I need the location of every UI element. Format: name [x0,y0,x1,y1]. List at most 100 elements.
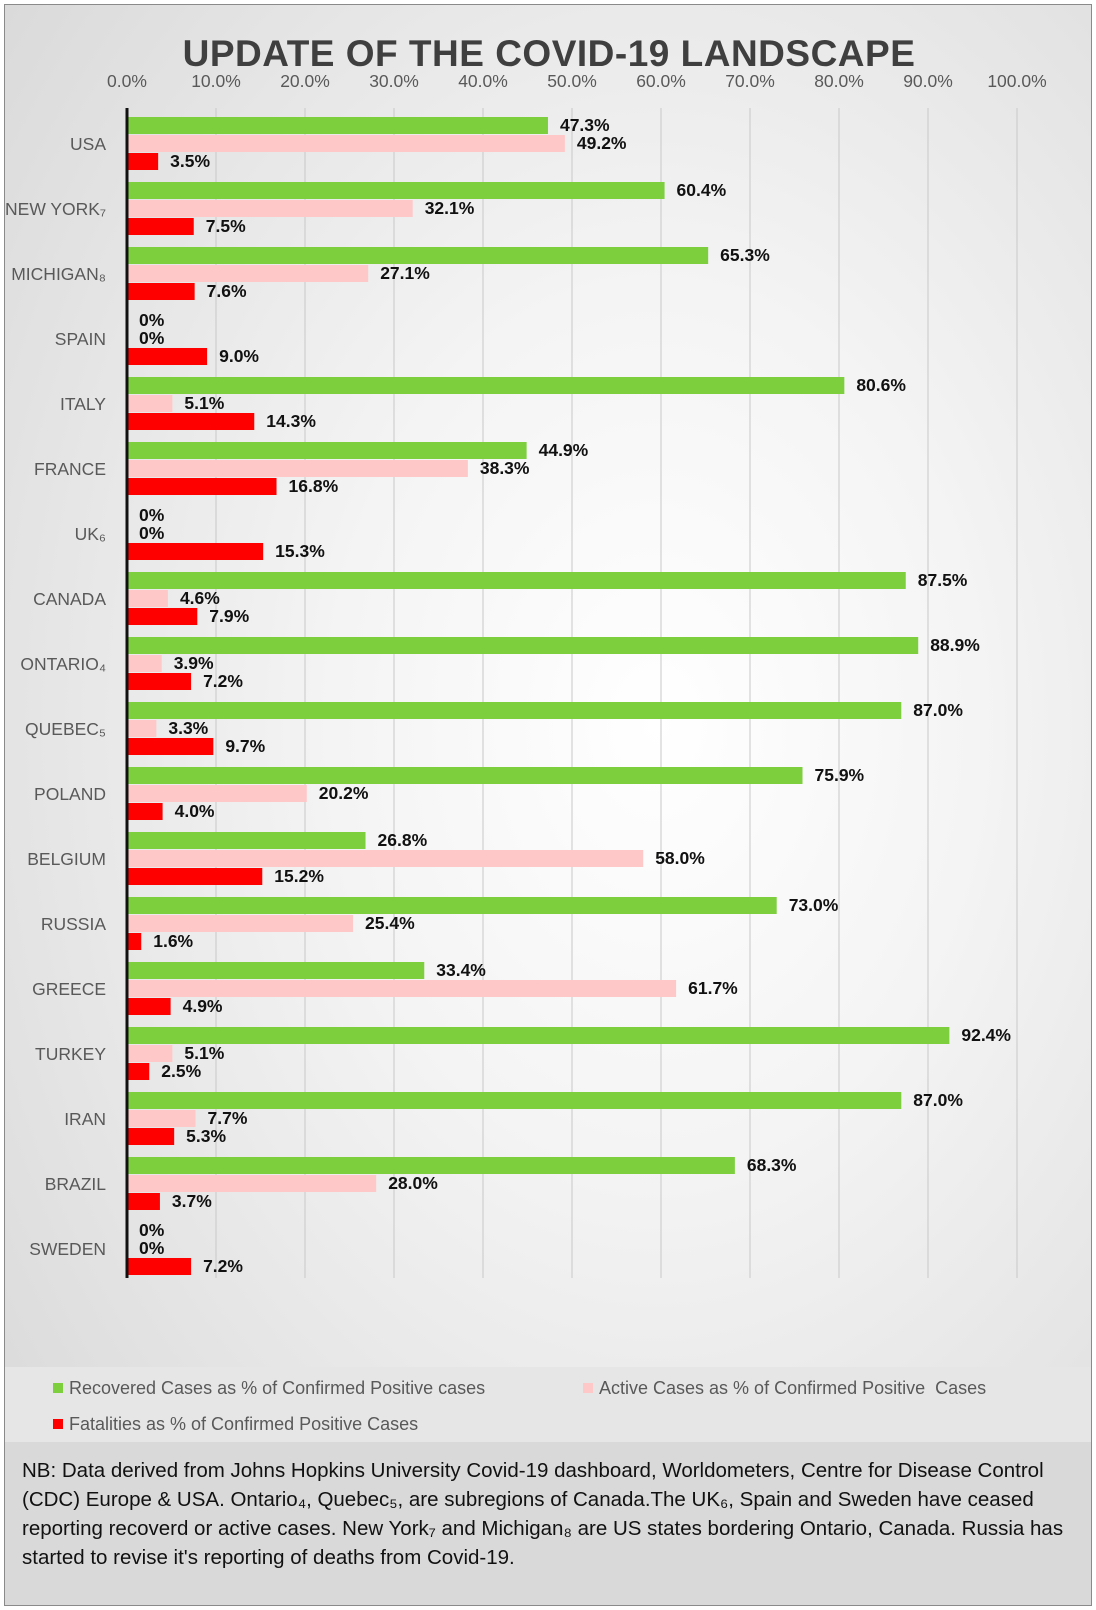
bar [127,283,195,300]
category-label: SPAIN [55,329,106,349]
data-label: 26.8% [378,830,428,850]
bar [127,1193,160,1210]
category-label: CANADA [33,589,106,609]
data-label: 14.3% [266,411,316,431]
data-label: 65.3% [720,245,770,265]
data-label: 3.5% [170,151,210,171]
data-label: 7.5% [206,216,246,236]
data-label: 87.0% [913,1090,963,1110]
data-label: 5.1% [184,1043,224,1063]
bar [127,897,777,914]
category-label: GREECE [32,979,106,999]
data-label: 0% [139,1220,165,1240]
legend-swatch-recovered [53,1383,63,1394]
bar [127,1092,902,1109]
bar [127,1045,173,1062]
data-label: 7.7% [208,1108,248,1128]
chart-legend: Recovered Cases as % of Confirmed Positi… [5,1367,1091,1442]
bar [127,442,527,459]
data-label: 7.6% [207,281,247,301]
x-tick-label: 10.0% [191,71,241,91]
bar [127,182,665,199]
data-label: 49.2% [577,133,627,153]
bar [127,655,162,672]
category-label: QUEBEC₅ [25,719,106,739]
category-label: BRAZIL [45,1174,107,1194]
category-label: USA [70,134,106,154]
x-tick-label: 60.0% [636,71,686,91]
data-label: 4.9% [183,996,223,1016]
bar [127,478,277,495]
legend-item-active: Active Cases as % of Confirmed Positive … [583,1378,986,1399]
chart-title: UPDATE OF THE COVID-19 LANDSCAPE [182,33,916,74]
bar [127,117,548,134]
bar [127,832,366,849]
bar [127,1157,735,1174]
data-label: 60.4% [677,180,727,200]
legend-swatch-active [583,1383,593,1394]
legend-item-recovered: Recovered Cases as % of Confirmed Positi… [53,1378,485,1399]
bar [127,1110,196,1127]
bar [127,1027,950,1044]
x-tick-label: 90.0% [903,71,953,91]
data-label: 15.3% [275,541,325,561]
bar [127,153,159,170]
data-label: 38.3% [480,458,530,478]
category-label: NEW YORK₇ [5,199,106,219]
data-label: 7.2% [203,1256,243,1276]
bar [127,803,163,820]
data-label: 0% [139,328,165,348]
x-tick-label: 30.0% [369,71,419,91]
bar [127,413,255,430]
bar [127,590,168,607]
category-label: FRANCE [34,459,106,479]
data-label: 44.9% [539,440,589,460]
data-label: 4.6% [180,588,220,608]
legend-swatch-fatalities [53,1419,63,1430]
data-label: 7.9% [209,606,249,626]
data-label: 0% [139,310,165,330]
bar [127,1175,377,1192]
data-label: 1.6% [153,931,193,951]
data-label: 0% [139,523,165,543]
data-label: 4.0% [175,801,215,821]
bar [127,738,214,755]
category-label: RUSSIA [41,914,106,934]
category-label: TURKEY [35,1044,106,1064]
bar [127,850,644,867]
bar [127,200,413,217]
x-tick-label: 0.0% [107,71,147,91]
bar [127,767,803,784]
bar [127,1258,192,1275]
bar [127,933,142,950]
bar [127,962,425,979]
data-label: 2.5% [161,1061,201,1081]
data-label: 87.0% [913,700,963,720]
data-label: 5.1% [184,393,224,413]
data-label: 61.7% [688,978,738,998]
data-label: 25.4% [365,913,415,933]
bar [127,608,198,625]
data-label: 33.4% [436,960,486,980]
bar [127,543,264,560]
category-label: ITALY [60,394,106,414]
footnote: NB: Data derived from Johns Hopkins Univ… [5,1442,1091,1605]
bar [127,572,906,589]
data-label: 73.0% [789,895,839,915]
x-tick-label: 80.0% [814,71,864,91]
data-label: 88.9% [930,635,980,655]
category-label: ONTARIO₄ [20,654,106,674]
bar [127,785,307,802]
data-label: 80.6% [856,375,906,395]
legend-item-fatalities: Fatalities as % of Confirmed Positive Ca… [53,1414,418,1435]
bar [127,868,263,885]
x-tick-label: 70.0% [725,71,775,91]
data-label: 0% [139,1238,165,1258]
x-tick-label: 20.0% [280,71,330,91]
bar [127,218,194,235]
legend-label-fatalities: Fatalities as % of Confirmed Positive Ca… [69,1414,419,1434]
data-label: 92.4% [961,1025,1011,1045]
x-tick-label: 100.0% [987,71,1046,91]
bar [127,377,845,394]
bar [127,980,677,997]
